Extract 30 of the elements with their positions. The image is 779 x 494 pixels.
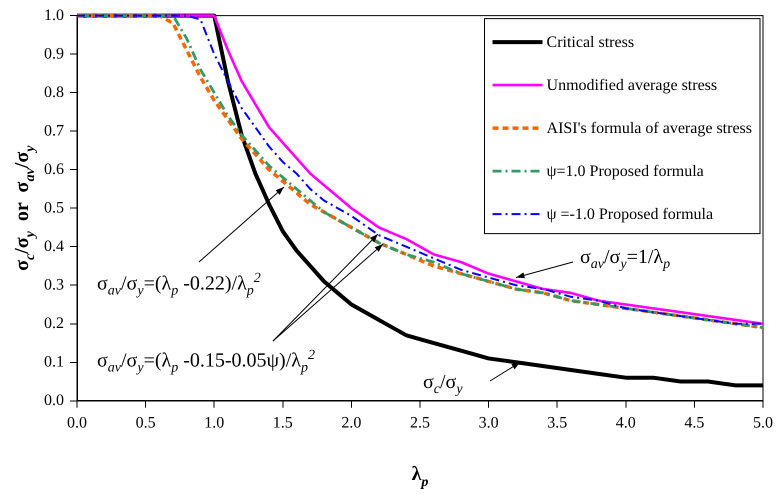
x-tick-label: 5.0 xyxy=(753,414,773,432)
annotation: σ$_{c}$/σ$_{y}$ xyxy=(423,371,463,397)
y-tick-label: 0.8 xyxy=(44,84,64,101)
y-tick-label: 0.7 xyxy=(44,122,64,140)
x-tick-label: 1.5 xyxy=(272,414,293,432)
y-tick-label: 0.2 xyxy=(44,314,64,332)
y-tick-label: 1.0 xyxy=(44,6,64,24)
y-tick-label: 0.5 xyxy=(44,199,64,216)
x-tick-label: 0.5 xyxy=(136,414,156,432)
x-tick-label: 3.5 xyxy=(547,414,568,432)
y-axis-title: σc/σy or σav/σy xyxy=(11,144,38,271)
y-tick-label: 0.6 xyxy=(44,160,64,178)
legend-label: ψ=1.0 Proposed formula xyxy=(546,163,704,180)
legend-label: AISI's formula of average stress xyxy=(546,120,752,138)
legend-label: Critical stress xyxy=(546,34,634,52)
y-tick-label: 0.1 xyxy=(44,353,64,370)
y-tick-label: 0.9 xyxy=(44,45,64,62)
x-tick-label: 0.0 xyxy=(67,414,87,432)
x-tick-label: 3.0 xyxy=(478,414,499,432)
y-tick-label: 0.4 xyxy=(44,238,64,255)
legend-label: ψ =-1.0 Proposed formula xyxy=(546,206,714,224)
x-tick-label: 4.5 xyxy=(684,414,704,432)
annotation: σ$_{av}$/σ$_{y}$=1/λ$_{p}$ xyxy=(580,246,670,272)
y-tick-label: 0.3 xyxy=(44,276,64,294)
y-tick-label: 0.0 xyxy=(44,392,64,410)
x-tick-label: 1.0 xyxy=(204,414,224,432)
legend-label: Unmodified average stress xyxy=(546,77,718,94)
x-tick-label: 2.0 xyxy=(341,414,362,432)
x-tick-label: 2.5 xyxy=(410,414,430,432)
x-tick-label: 4.0 xyxy=(616,414,636,432)
